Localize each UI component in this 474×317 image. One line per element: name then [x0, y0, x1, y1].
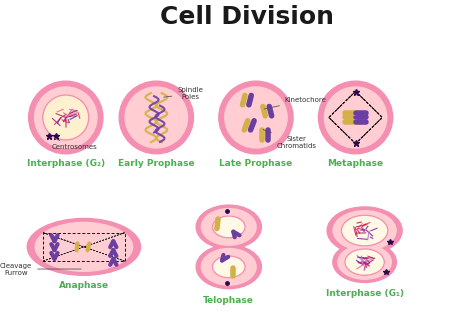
Ellipse shape: [196, 205, 261, 249]
Text: Metaphase: Metaphase: [328, 159, 383, 168]
Ellipse shape: [333, 242, 396, 282]
Text: Telophase: Telophase: [203, 295, 254, 305]
Ellipse shape: [35, 223, 133, 271]
Ellipse shape: [338, 245, 392, 279]
Text: Late Prophase: Late Prophase: [219, 159, 292, 168]
Text: Sister
Chromatids: Sister Chromatids: [263, 130, 317, 149]
Ellipse shape: [125, 87, 188, 148]
Text: Cleavage
Furrow: Cleavage Furrow: [0, 262, 81, 275]
Ellipse shape: [219, 81, 293, 154]
Text: Anaphase: Anaphase: [59, 281, 109, 290]
Ellipse shape: [225, 87, 287, 148]
Ellipse shape: [324, 87, 387, 148]
Ellipse shape: [327, 207, 402, 254]
Text: Spindle
Poles: Spindle Poles: [164, 87, 203, 100]
Ellipse shape: [345, 249, 384, 275]
Ellipse shape: [341, 215, 388, 246]
Ellipse shape: [28, 81, 103, 154]
Ellipse shape: [212, 216, 245, 238]
Ellipse shape: [201, 209, 256, 245]
Ellipse shape: [27, 218, 140, 275]
Text: Kinetochore: Kinetochore: [264, 97, 327, 109]
Text: Interphase (G₂): Interphase (G₂): [27, 159, 105, 168]
Ellipse shape: [319, 81, 392, 154]
Ellipse shape: [212, 256, 245, 278]
Ellipse shape: [43, 95, 89, 140]
Ellipse shape: [35, 87, 97, 148]
Text: Centrosomes: Centrosomes: [52, 138, 98, 151]
Text: Cell Division: Cell Division: [160, 5, 334, 29]
Ellipse shape: [196, 245, 261, 288]
Ellipse shape: [201, 249, 256, 285]
Text: Early Prophase: Early Prophase: [118, 159, 195, 168]
Ellipse shape: [119, 81, 193, 154]
Text: Interphase (G₁): Interphase (G₁): [326, 289, 404, 298]
Ellipse shape: [333, 211, 396, 250]
